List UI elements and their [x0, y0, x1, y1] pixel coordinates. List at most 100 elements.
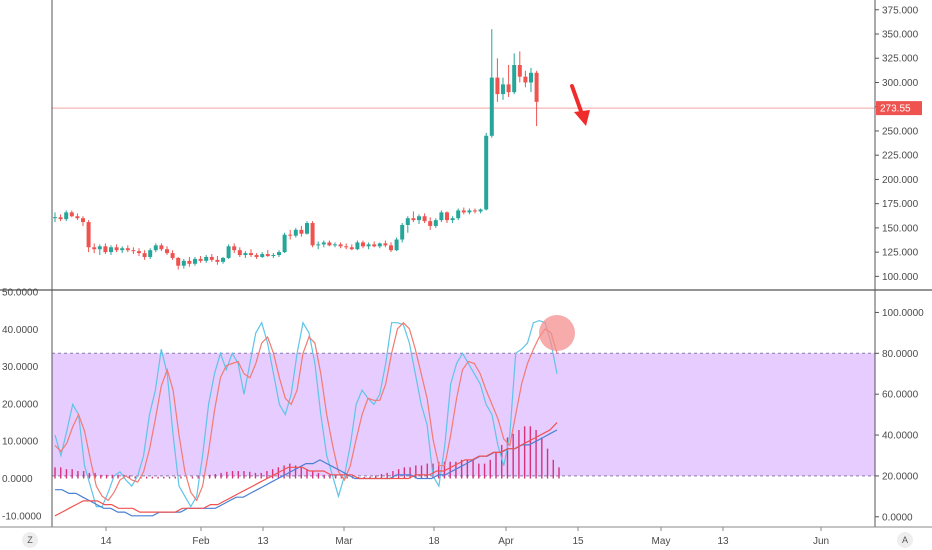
time-tick-label: Feb — [192, 536, 210, 547]
right-tick-label: 100.0000 — [882, 308, 924, 319]
candle-body — [529, 72, 533, 83]
price-tick-label: 175.000 — [882, 199, 919, 210]
candle-body — [338, 244, 343, 247]
candle-body — [450, 218, 455, 221]
candle-body — [422, 216, 427, 222]
candle-body — [131, 250, 136, 252]
candle-body — [523, 76, 528, 83]
down-arrow-head — [574, 110, 590, 126]
price-tick-label: 350.000 — [882, 29, 919, 40]
candle-body — [215, 259, 220, 262]
candle-body — [361, 242, 365, 247]
time-tick-label: 13 — [717, 536, 729, 547]
annotations — [539, 84, 590, 351]
candle-body — [512, 65, 517, 93]
candle-body — [411, 218, 416, 221]
candle-body — [405, 218, 410, 225]
candle-body — [355, 242, 360, 250]
auto-scale-button[interactable]: A — [897, 532, 913, 548]
candle-body — [265, 254, 270, 257]
candle-body — [103, 246, 108, 253]
price-tick-label: 125.000 — [882, 248, 919, 259]
candle-body — [198, 258, 203, 261]
candle-body — [293, 229, 298, 236]
candle-body — [321, 242, 326, 245]
candle-body — [226, 246, 231, 258]
left-tick-label: -10.0000 — [2, 511, 42, 522]
candle-body — [142, 253, 147, 257]
oscillator-panel — [52, 319, 875, 517]
price-tick-label: 250.000 — [882, 126, 919, 137]
candle-body — [445, 212, 449, 221]
last-price-badge — [876, 101, 922, 116]
candle-body — [176, 257, 181, 266]
candle-body — [428, 221, 433, 226]
candle-body — [75, 216, 80, 219]
candle-body — [316, 244, 321, 246]
left-tick-label: 20.0000 — [2, 399, 39, 410]
left-tick-label: 30.0000 — [2, 362, 39, 373]
candle-body — [467, 210, 472, 213]
left-tick-label: 10.0000 — [2, 437, 39, 448]
candle-body — [299, 229, 304, 234]
candle-body — [400, 224, 405, 240]
candle-body — [69, 212, 74, 217]
candle-body — [344, 246, 349, 248]
candle-body — [377, 243, 382, 247]
candle-body — [114, 247, 119, 251]
candle-body — [193, 258, 197, 264]
candle-body — [53, 217, 57, 219]
time-tick-label: May — [652, 536, 671, 547]
candle-body — [288, 234, 293, 236]
price-tick-label: 100.000 — [882, 272, 919, 283]
candle-body — [310, 223, 315, 246]
right-tick-label: 60.0000 — [882, 390, 919, 401]
candle-body — [148, 250, 153, 257]
candle-body — [254, 255, 259, 257]
candle-body — [277, 252, 281, 256]
candle-body — [433, 220, 438, 226]
candle-body — [237, 250, 242, 256]
right-tick-label: 80.0000 — [882, 349, 919, 360]
candle-body — [125, 248, 130, 251]
price-panel — [52, 29, 875, 270]
candle-body — [366, 244, 371, 247]
candle-body — [153, 245, 158, 251]
candle-body — [243, 253, 248, 256]
candle-body — [159, 245, 164, 250]
candle-body — [478, 209, 483, 212]
left-tick-label: 40.0000 — [2, 325, 39, 336]
candle-body — [489, 77, 494, 136]
candle-body — [484, 135, 489, 210]
candle-body — [187, 260, 192, 264]
time-tick-label: Mar — [335, 536, 353, 547]
candle-body — [394, 239, 399, 251]
price-tick-label: 375.000 — [882, 5, 919, 16]
series-line-3 — [54, 422, 558, 517]
candle-body — [282, 234, 287, 253]
time-tick-label: Jun — [813, 536, 829, 547]
candle-body — [221, 257, 225, 262]
candle-body — [501, 84, 505, 95]
candle-body — [86, 222, 91, 248]
candle-body — [64, 212, 69, 220]
candle-body — [170, 253, 175, 258]
last-price-label: 273.55 — [880, 104, 911, 115]
candle-body — [506, 84, 511, 93]
candle-body — [58, 217, 63, 220]
price-tick-label: 325.000 — [882, 54, 919, 65]
zoom-button[interactable]: Z — [22, 532, 38, 548]
candle-body — [137, 251, 141, 254]
candle-body — [389, 245, 393, 251]
time-tick-label: 14 — [100, 536, 112, 547]
candle-body — [305, 223, 309, 234]
price-tick-label: 300.000 — [882, 78, 919, 89]
candle-body — [383, 243, 388, 246]
right-tick-label: 40.0000 — [882, 431, 919, 442]
series-line-1 — [54, 321, 558, 502]
candle-body — [249, 253, 253, 256]
candle-body — [232, 246, 237, 251]
candle-body — [81, 218, 85, 223]
